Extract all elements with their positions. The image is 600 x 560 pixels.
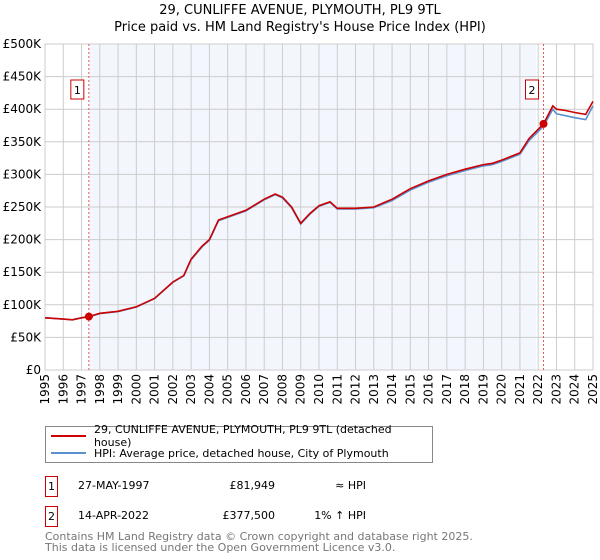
- x-tick-label: 2024: [568, 374, 582, 405]
- x-tick-label: 2019: [476, 374, 490, 405]
- x-tick-label: 2017: [440, 374, 454, 405]
- x-tick-label: 1995: [38, 374, 52, 405]
- sale-point: [84, 312, 93, 321]
- y-tick-label: £150K: [3, 265, 43, 279]
- x-tick-label: 2018: [458, 374, 472, 405]
- chart-title: 29, CUNLIFFE AVENUE, PLYMOUTH, PL9 9TL: [159, 3, 441, 18]
- legend-label-property: 29, CUNLIFFE AVENUE, PLYMOUTH, PL9 9TL (…: [93, 423, 392, 449]
- legend-item-property: 29, CUNLIFFE AVENUE, PLYMOUTH, PL9 9TL (…: [51, 423, 432, 449]
- price-chart: 1995 1996 1997 1998 1999 2000 2001 2002 2003 2004…: [3, 37, 600, 405]
- x-tick-label: 2004: [202, 374, 216, 405]
- sale-row-1: 1 27-MAY-1997 £81,949 ≈ HPI: [45, 476, 445, 497]
- legend: 29, CUNLIFFE AVENUE, PLYMOUTH, PL9 9TL (…: [45, 423, 433, 463]
- x-tick-label: 2005: [221, 374, 235, 405]
- y-tick-label: £300K: [3, 167, 43, 181]
- sale-marker-badge: [524, 79, 539, 100]
- property-price-line: [44, 101, 594, 321]
- x-tick-label: 2025: [586, 374, 600, 405]
- x-tick-label: 1996: [56, 374, 70, 405]
- x-tick-label: 2012: [349, 374, 363, 405]
- footer: Contains HM Land Registry data © Crown c…: [45, 531, 473, 553]
- legend-label-hpi: HPI: Average price, detached house, City…: [94, 446, 389, 460]
- y-tick-label: £200K: [3, 233, 43, 247]
- y-tick-label: £400K: [3, 102, 43, 116]
- sale-badge: 2: [45, 506, 58, 527]
- x-tick-label: 1998: [93, 374, 107, 405]
- sale-date: 27-MAY-1997: [78, 479, 150, 492]
- x-tick-label: 2001: [148, 374, 162, 405]
- x-tick-label: 2010: [312, 374, 326, 405]
- sale-hpi-relation: ≈ HPI: [335, 479, 366, 492]
- sale-badge: 1: [45, 476, 58, 497]
- y-tick-label: £350K: [3, 135, 43, 149]
- legend-item-hpi: HPI: Average price, detached house, City…: [51, 445, 389, 461]
- x-tick-label: 2007: [257, 374, 271, 405]
- x-tick-label: 2008: [275, 374, 289, 405]
- sale-price: £81,949: [229, 479, 276, 492]
- legend-swatch-red: [51, 435, 86, 437]
- footer-copyright: Contains HM Land Registry data © Crown c…: [45, 530, 473, 543]
- x-tick-label: 2009: [294, 374, 308, 405]
- y-tick-label: £50K: [10, 330, 42, 344]
- x-tick-label: 2011: [330, 374, 344, 405]
- x-tick-label: 2006: [239, 374, 253, 405]
- x-tick-label: 2014: [385, 374, 399, 405]
- sale-hpi-relation: 1% ↑ HPI: [314, 509, 366, 522]
- y-tick-label: £450K: [3, 70, 43, 84]
- x-tick-label: 2002: [166, 374, 180, 405]
- legend-swatch-blue: [51, 452, 86, 454]
- sale-row-2: 2 14-APR-2022 £377,500 1% ↑ HPI: [45, 506, 445, 527]
- y-tick-label: £0: [26, 363, 41, 377]
- x-tick-label: 2020: [495, 374, 509, 405]
- sale-price: £377,500: [222, 509, 276, 522]
- x-tick-label: 2022: [531, 374, 545, 405]
- plot-border: [44, 43, 594, 371]
- x-tick-label: 1999: [111, 374, 125, 405]
- chart-subtitle: Price paid vs. HM Land Registry's House …: [114, 20, 486, 35]
- x-tick-label: 2016: [422, 374, 436, 405]
- x-tick-label: 1997: [75, 374, 89, 405]
- x-tick-label: 2003: [184, 374, 198, 405]
- y-tick-label: £100K: [3, 298, 43, 312]
- sale-marker-label: 2: [528, 84, 535, 97]
- x-tick-label: 2015: [403, 374, 417, 405]
- y-tick-label: £500K: [3, 37, 43, 51]
- sale-marker-label: 1: [74, 84, 81, 97]
- sale-marker-badge: [70, 79, 85, 100]
- x-tick-label: 2013: [367, 374, 381, 405]
- x-tick-label: 2021: [513, 374, 527, 405]
- x-tick-label: 2000: [129, 374, 143, 405]
- sale-point: [539, 119, 548, 128]
- sale-date: 14-APR-2022: [78, 509, 150, 522]
- footer-licence: This data is licensed under the Open Gov…: [45, 541, 396, 554]
- x-tick-label: 2023: [549, 374, 563, 405]
- y-tick-label: £250K: [3, 200, 43, 214]
